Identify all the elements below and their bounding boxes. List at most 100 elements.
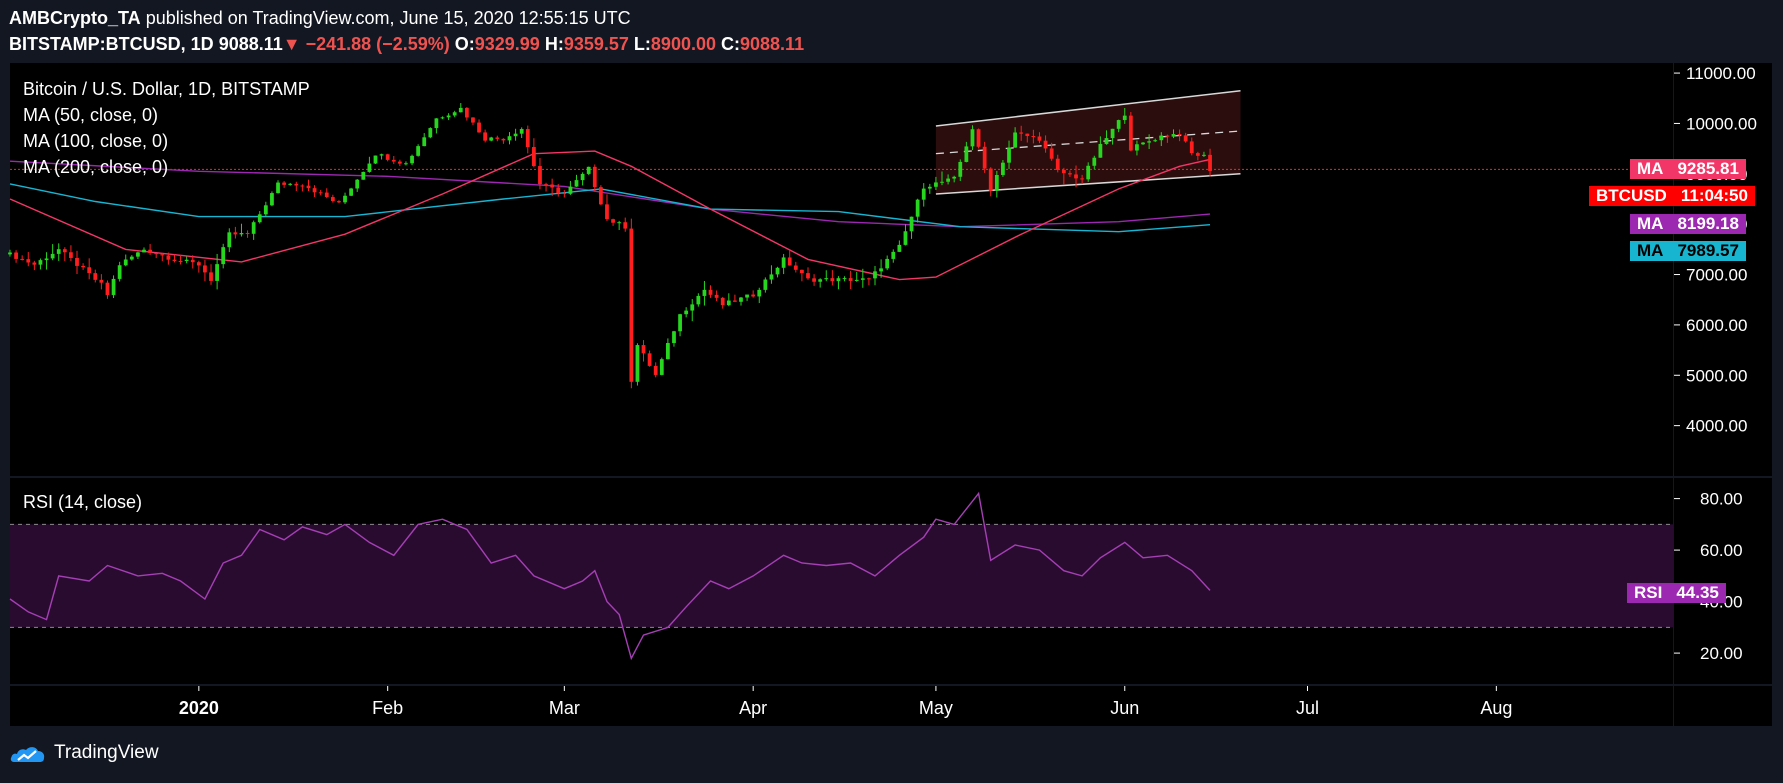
ma200-legend[interactable]: MA (200, close, 0) [23, 157, 169, 177]
candle-body [1055, 158, 1060, 170]
price-pane[interactable] [10, 63, 1673, 476]
candle-body [190, 259, 195, 263]
candle-body [830, 278, 835, 282]
candle-body [592, 166, 597, 188]
candle-body [1189, 141, 1194, 154]
candle-body [531, 147, 536, 167]
bull-candle [446, 113, 451, 121]
ma200-price-tag: MA 8199.18 [1630, 212, 1746, 236]
tradingview-logo[interactable]: TradingView [10, 742, 159, 764]
candle-body [458, 107, 463, 113]
candle-body [44, 258, 49, 261]
bear-candle [397, 159, 402, 167]
bull-candle [952, 175, 957, 183]
bear-candle [154, 253, 159, 259]
bull-candle [1001, 159, 1005, 177]
candle-body [111, 278, 116, 295]
candle-body [172, 259, 177, 261]
bear-candle [209, 264, 213, 285]
candle-body [178, 260, 183, 262]
bull-candle [1104, 130, 1109, 145]
candle-body [550, 184, 555, 188]
btc-tag-countdown: 11:04:50 [1673, 186, 1755, 206]
candle-body [312, 188, 317, 193]
candle-body [75, 257, 79, 266]
bear-candle [976, 128, 981, 149]
bull-candle [860, 268, 865, 288]
candle-body [647, 353, 652, 366]
candle-body [1098, 143, 1103, 158]
bull-candle [56, 243, 61, 261]
candle-body [93, 273, 98, 280]
bull-candle [507, 132, 512, 145]
candle-body [507, 136, 512, 141]
bull-candle [227, 228, 232, 253]
rsi-line [9, 491, 1211, 661]
bull-candle [1202, 151, 1206, 157]
bull-candle [257, 211, 262, 224]
candle-body [605, 204, 609, 220]
author-name[interactable]: AMBCrypto_TA [9, 8, 141, 28]
bull-candle [373, 155, 378, 164]
bear-candle [196, 260, 201, 273]
ma100-legend[interactable]: MA (100, close, 0) [23, 131, 169, 151]
bull-candle [1098, 136, 1103, 158]
bull-candle [343, 192, 347, 205]
bull-candle [745, 294, 749, 301]
candle-body [349, 188, 354, 196]
bull-candle [221, 243, 226, 269]
candle-body [404, 163, 408, 165]
bear-candle [105, 280, 110, 299]
bull-candle [276, 180, 280, 194]
candle-body [306, 185, 311, 189]
bull-candle [38, 258, 43, 270]
bull-candle [897, 240, 902, 253]
candle-body [343, 195, 347, 203]
candle-body [1141, 142, 1145, 145]
channel-upper-line [935, 89, 1241, 127]
candle-body [1068, 173, 1072, 175]
ma200-tag-value: 8199.18 [1670, 214, 1746, 234]
candle-body [87, 267, 92, 274]
candle-body [842, 278, 847, 280]
candle-body [909, 216, 914, 232]
candle-body [227, 232, 232, 248]
price-scale[interactable] [1674, 63, 1772, 476]
bull-candle [818, 278, 823, 288]
candle-body [666, 343, 670, 360]
candle-body [452, 112, 457, 116]
bull-candle [672, 330, 676, 347]
bear-candle [233, 226, 238, 239]
candle-body [428, 128, 433, 138]
rsi-scale[interactable] [1674, 478, 1772, 684]
bear-candle [306, 179, 311, 192]
ma50-price-tag: MA 9285.81 [1630, 157, 1746, 181]
candle-body [1183, 135, 1188, 142]
bear-candle [483, 129, 488, 143]
bull-candle [666, 338, 670, 360]
candle-body [1025, 133, 1030, 137]
candle-body [1159, 135, 1164, 141]
bear-candle [1128, 112, 1133, 152]
candle-body [117, 265, 122, 279]
candle-body [769, 274, 774, 280]
bull-candle [50, 244, 55, 261]
published-text: published on TradingView.com, June 15, 2… [145, 8, 631, 28]
time-tick-label: May [919, 698, 953, 718]
bear-candle [988, 167, 993, 197]
bear-candle [1043, 135, 1048, 153]
bull-candle [361, 171, 366, 180]
bull-candle [1086, 162, 1091, 182]
bear-candle [525, 125, 530, 154]
bull-candle [288, 182, 293, 186]
high-label: H: [544, 34, 564, 54]
bull-candle [678, 313, 682, 337]
candle-body [544, 184, 548, 186]
rsi-legend[interactable]: RSI (14, close) [23, 492, 143, 512]
candle-body [1202, 154, 1206, 156]
candle-body [245, 233, 250, 235]
candle-body [489, 137, 494, 141]
time-scale[interactable] [10, 686, 1673, 726]
ma50-legend[interactable]: MA (50, close, 0) [23, 105, 159, 125]
